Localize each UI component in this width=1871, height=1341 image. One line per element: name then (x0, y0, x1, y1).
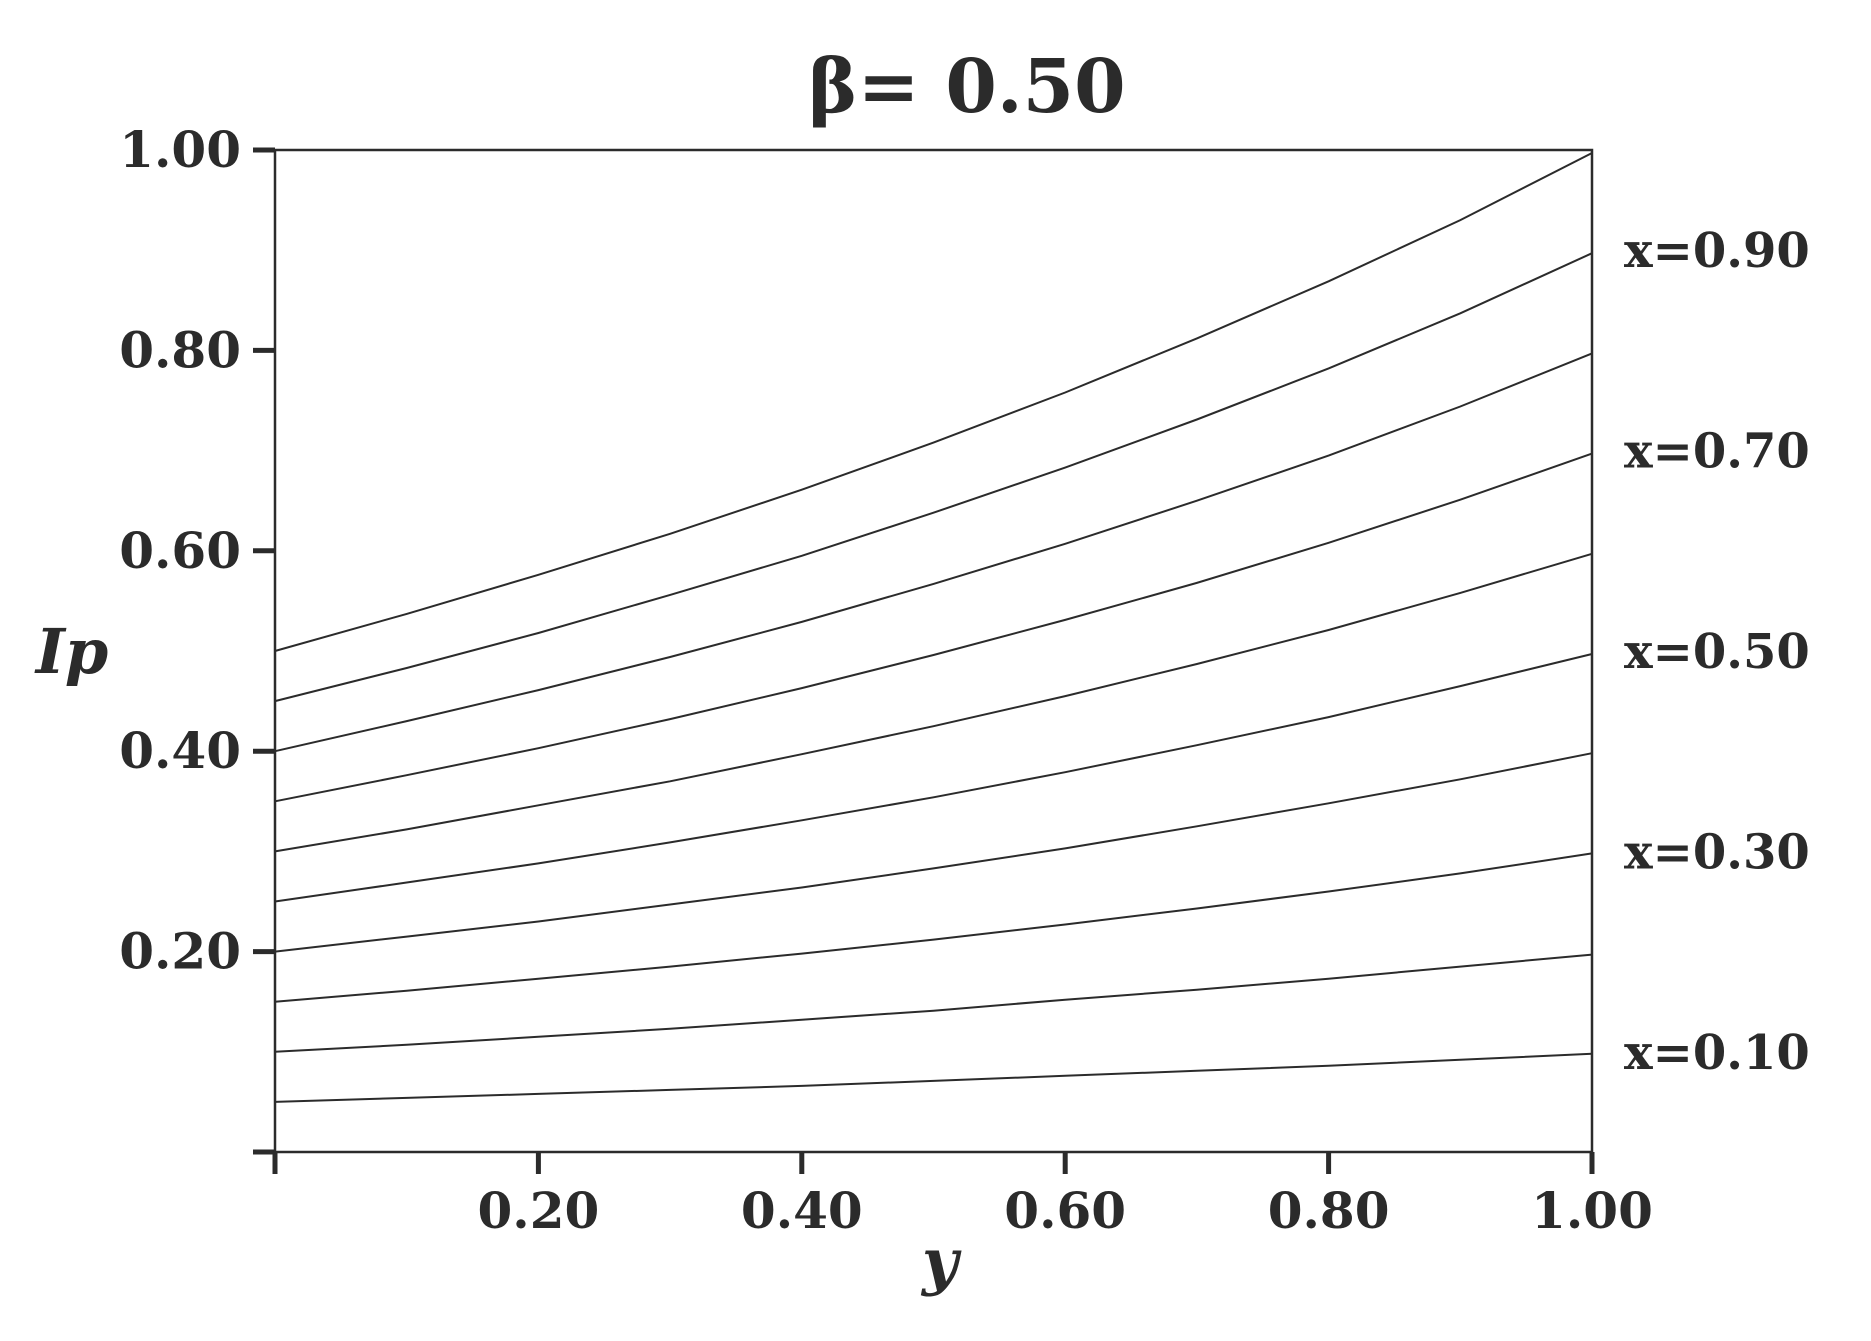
series-label-5: x=0.10 (1624, 1025, 1810, 1081)
series-line-4 (274, 752, 1593, 953)
x-tick-labels: 0.20 0.40 0.60 0.80 1.00 (478, 1181, 1653, 1240)
series-line-6 (274, 552, 1593, 853)
series-line-9 (274, 252, 1593, 703)
series-line-10 (274, 152, 1593, 652)
series-line-2 (274, 953, 1593, 1053)
x-tick-label-5: 1.00 (1531, 1181, 1653, 1240)
x-axis-label: y (920, 1225, 962, 1298)
y-tick-label-3: 0.60 (119, 521, 241, 580)
chart-title: β= 0.50 (808, 44, 1125, 130)
series-label-4: x=0.30 (1624, 824, 1810, 880)
y-tick-label-5: 1.00 (119, 120, 241, 179)
y-axis-label: Ip (34, 615, 108, 688)
y-tick-label-1: 0.20 (119, 922, 241, 981)
x-tick-label-2: 0.40 (741, 1181, 863, 1240)
x-tick-label-4: 0.80 (1268, 1181, 1390, 1240)
series-lines (274, 152, 1593, 1103)
y-tick-label-4: 0.80 (119, 320, 241, 379)
axis-ticks (253, 147, 1595, 1174)
series-line-7 (274, 452, 1593, 803)
series-label-3: x=0.50 (1624, 624, 1810, 680)
series-label-2: x=0.70 (1624, 424, 1810, 480)
series-label-1: x=0.90 (1624, 223, 1810, 279)
y-tick-labels: 0.20 0.40 0.60 0.80 1.00 (119, 120, 241, 981)
series-line-8 (274, 352, 1593, 753)
series-line-3 (274, 852, 1593, 1003)
series-labels: x=0.90 x=0.70 x=0.50 x=0.30 x=0.10 (1624, 223, 1810, 1081)
series-line-1 (274, 1052, 1593, 1103)
y-tick-label-2: 0.40 (119, 721, 241, 780)
series-line-5 (274, 653, 1593, 903)
x-tick-label-1: 0.20 (478, 1181, 600, 1240)
plot-frame (273, 148, 1594, 1154)
x-tick-label-3: 0.60 (1004, 1181, 1126, 1240)
